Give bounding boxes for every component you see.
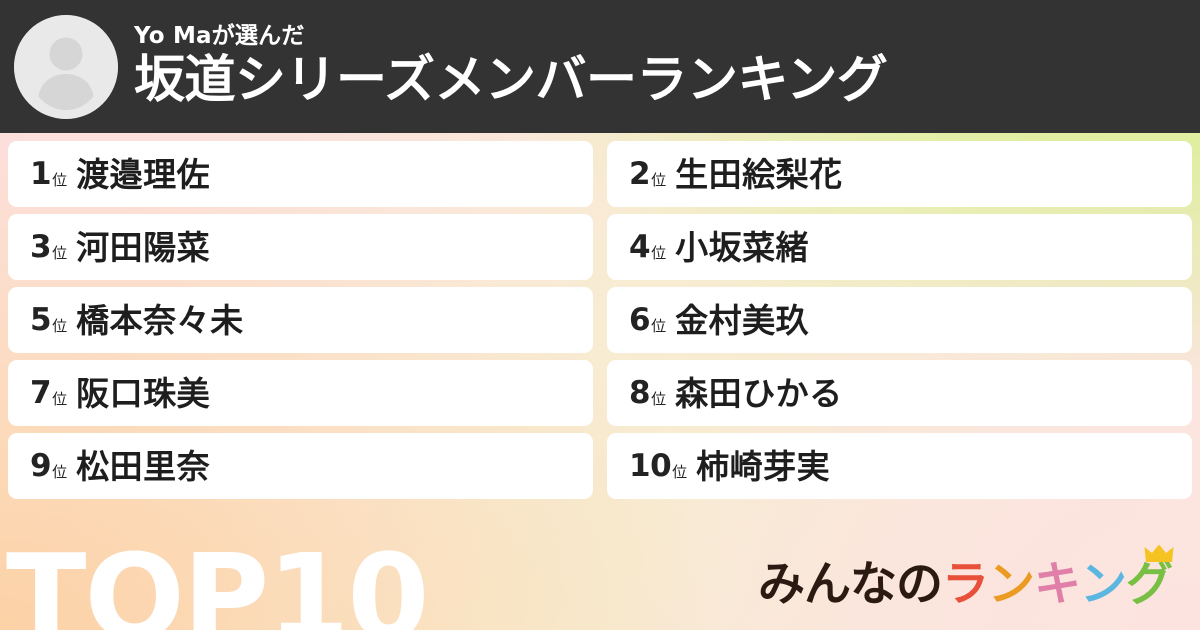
top10-watermark: TOP10	[6, 528, 429, 630]
rank-name-6: 金村美玖	[675, 300, 810, 340]
rank-name-1: 渡邉理佐	[76, 154, 211, 194]
rank-name-8: 森田ひかる	[675, 373, 843, 413]
rank-value: 5	[30, 301, 52, 338]
rank-value: 1	[30, 155, 52, 192]
user-avatar-placeholder-icon	[14, 14, 118, 119]
rank-value: 2	[629, 155, 651, 192]
rank-name-4: 小坂菜緒	[675, 227, 810, 267]
rank-unit: 位	[651, 243, 667, 262]
rank-name-9: 松田里奈	[76, 446, 211, 486]
rank-unit: 位	[52, 389, 68, 408]
brand-kana-n: ン	[988, 557, 1035, 612]
rank-unit: 位	[651, 170, 667, 189]
brand-logo[interactable]: みんなの ランキング	[758, 544, 1174, 612]
rank-unit: 位	[52, 316, 68, 335]
brand-kana-ra: ラ	[942, 557, 989, 612]
rank-name-7: 阪口珠美	[76, 373, 211, 413]
rank-number-10: 10 位	[629, 447, 688, 484]
rank-name-3: 河田陽菜	[76, 227, 211, 267]
footer-bar: TOP10 みんなの ランキング	[0, 512, 1200, 630]
brand-kana-gu: グ	[1126, 557, 1173, 612]
rank-unit: 位	[52, 462, 68, 481]
rank-value: 4	[629, 228, 651, 265]
header-text-block: Yo Maが選んだ 坂道シリーズメンバーランキング	[134, 22, 888, 110]
header-subtitle: Yo Maが選んだ	[134, 22, 305, 49]
rank-value: 7	[30, 374, 52, 411]
rank-unit: 位	[672, 462, 688, 481]
brand-logo-jp-text: みんなの	[758, 557, 943, 612]
brand-kana-ki: キ	[1034, 557, 1081, 612]
rank-value: 10	[629, 447, 672, 484]
rank-value: 6	[629, 301, 651, 338]
header-bar: Yo Maが選んだ 坂道シリーズメンバーランキング	[0, 0, 1200, 133]
rank-value: 9	[30, 447, 52, 484]
rank-value: 3	[30, 228, 52, 265]
rank-unit: 位	[52, 243, 68, 262]
crown-icon	[1144, 544, 1174, 562]
rank-unit: 位	[651, 316, 667, 335]
rank-name-5: 橋本奈々未	[76, 300, 244, 340]
rank-card-10[interactable]: 10 位 柿崎芽実	[607, 433, 1192, 499]
rank-unit: 位	[52, 170, 68, 189]
rank-value: 8	[629, 374, 651, 411]
rank-name-2: 生田絵梨花	[675, 154, 843, 194]
brand-kana-n2: ン	[1080, 557, 1127, 612]
page-title: 坂道シリーズメンバーランキング	[134, 50, 888, 110]
rank-unit: 位	[651, 389, 667, 408]
brand-logo-kana-text: ランキング	[942, 544, 1174, 612]
rank-name-10: 柿崎芽実	[696, 446, 831, 486]
